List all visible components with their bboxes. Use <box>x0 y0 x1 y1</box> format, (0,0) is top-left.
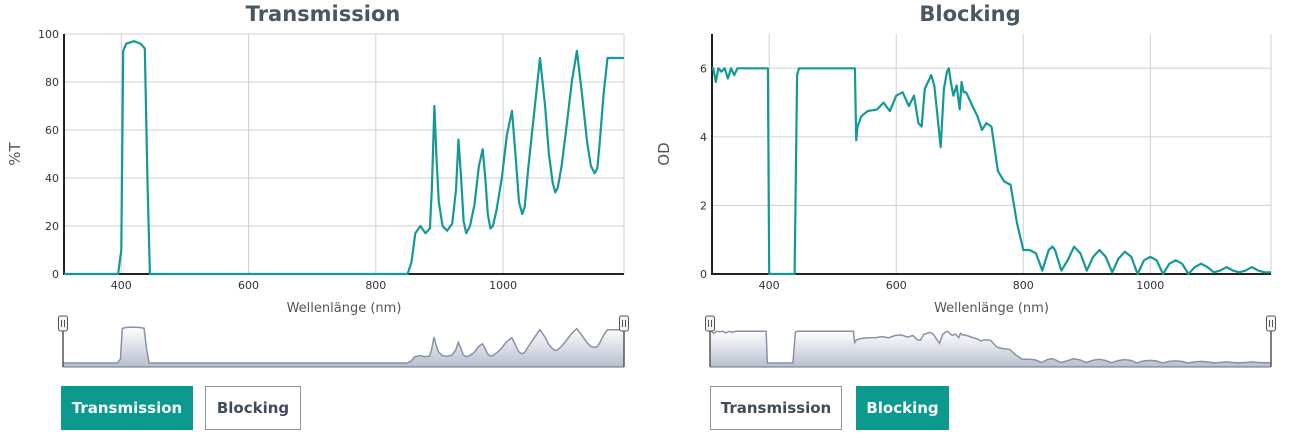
x-tick-label: 800 <box>365 279 386 292</box>
transmission-button[interactable]: Transmission <box>61 386 193 430</box>
y-tick-label: 0 <box>52 268 59 281</box>
y-axis-title: OD <box>655 142 673 165</box>
transmission-button[interactable]: Transmission <box>710 386 842 430</box>
data-series-line <box>712 67 1271 276</box>
y-tick-label: 6 <box>700 62 707 75</box>
blocking-button[interactable]: Blocking <box>205 386 301 430</box>
blocking-panel: Blocking 400 600 800 1000 0 2 4 6 Wellenlänge (n… <box>647 0 1293 438</box>
transmission-chart[interactable]: 400 600 800 1000 0 20 40 60 80 100 Wellenlänge (nm… <box>0 0 646 438</box>
chart-title: Blocking <box>919 2 1021 26</box>
range-handle-right <box>619 315 629 332</box>
blocking-chart[interactable]: 400 600 800 1000 0 2 4 6 Wellenlänge (nm) OD <box>647 0 1293 438</box>
x-tick-label: 400 <box>759 279 780 292</box>
y-tick-label: 20 <box>45 220 59 233</box>
overview-area <box>710 331 1271 367</box>
x-tick-label: 800 <box>1013 279 1034 292</box>
x-tick-label: 600 <box>886 279 907 292</box>
blocking-button[interactable]: Blocking <box>856 386 949 430</box>
y-tick-label: 4 <box>700 131 707 144</box>
y-tick-label: 60 <box>45 124 59 137</box>
x-axis-title: Wellenlänge (nm) <box>934 301 1049 316</box>
overview-line <box>63 326 624 364</box>
range-handle-left <box>705 315 715 332</box>
x-tick-label: 400 <box>111 279 132 292</box>
x-tick-label: 1000 <box>489 279 517 292</box>
transmission-panel: Transmission 400 600 800 1000 0 20 40 60 80 100 We… <box>0 0 646 438</box>
y-tick-label: 2 <box>700 199 707 212</box>
y-tick-label: 0 <box>700 268 707 281</box>
y-tick-label: 80 <box>45 76 59 89</box>
data-series-line <box>64 40 624 276</box>
y-axis-title: %T <box>6 141 24 165</box>
y-tick-label: 40 <box>45 172 59 185</box>
x-axis-title: Wellenlänge (nm) <box>287 301 402 316</box>
overview-line <box>710 330 1271 364</box>
range-handle-left <box>58 315 68 332</box>
x-tick-label: 600 <box>238 279 259 292</box>
y-tick-label: 100 <box>38 28 59 41</box>
x-tick-label: 1000 <box>1136 279 1164 292</box>
overview-area <box>63 327 624 367</box>
chart-title: Transmission <box>245 2 401 26</box>
range-handle-right <box>1266 315 1276 332</box>
